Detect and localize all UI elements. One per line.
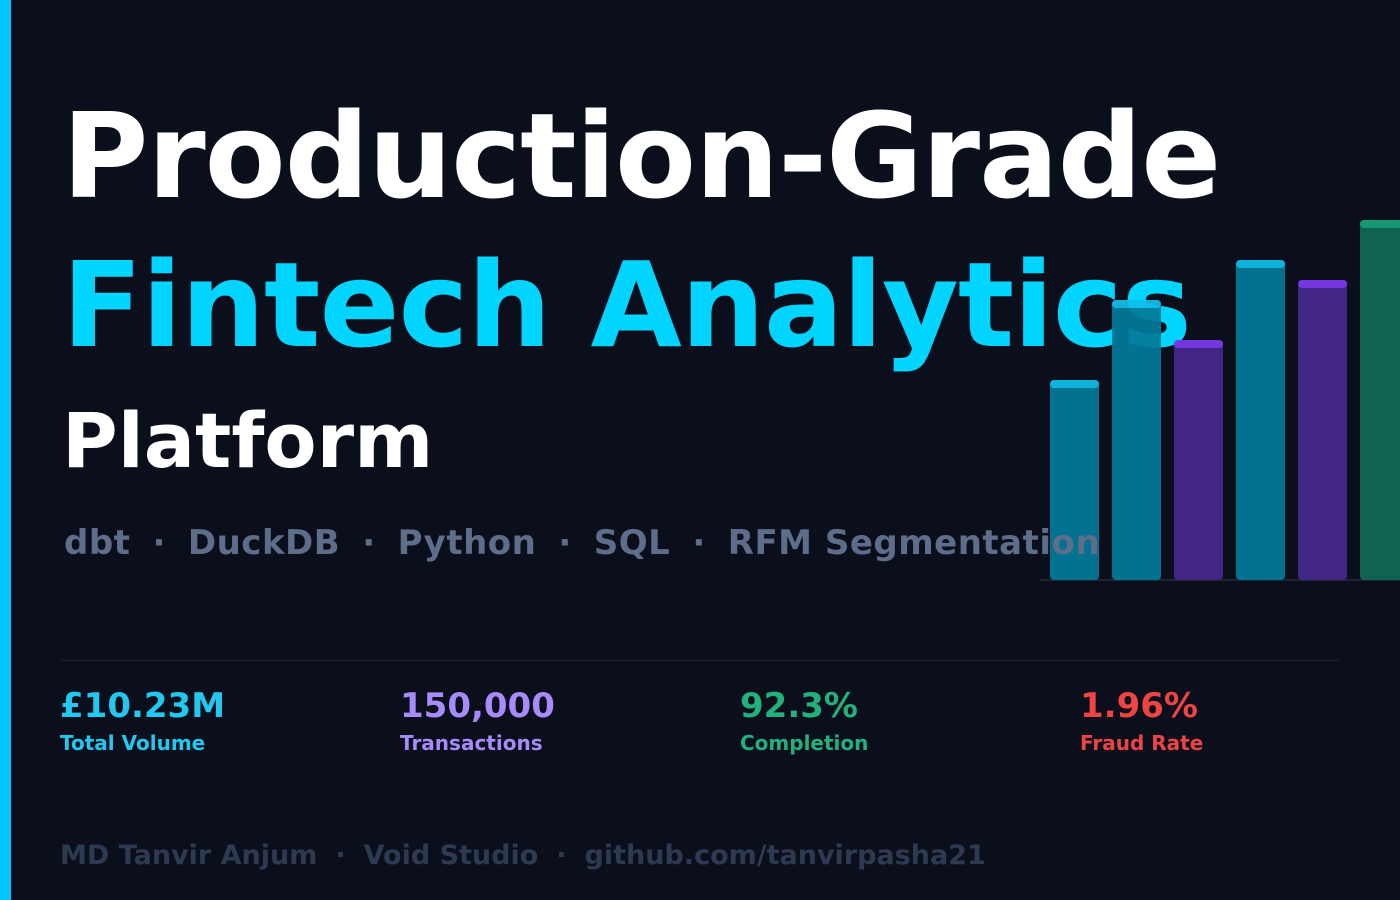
tech-item-python: Python	[397, 523, 537, 563]
footer: MD Tanvir Anjum · Void Studio · github.com/t…	[60, 840, 986, 871]
bar-body	[1050, 380, 1099, 580]
stat-fraud-rate: 1.96% Fraud Rate	[1080, 686, 1204, 756]
footer-studio: Void Studio	[363, 840, 539, 871]
stat-label: Total Volume	[60, 731, 206, 756]
decorative-bar	[1112, 300, 1161, 580]
decorative-bar	[1236, 260, 1285, 580]
bar-body	[1360, 220, 1400, 580]
separator: ·	[362, 523, 376, 563]
title-line-1: Production-Grade	[62, 87, 1221, 225]
decorative-bar-chart	[1040, 220, 1400, 581]
tech-item-sql: SQL	[593, 523, 671, 563]
decorative-bar	[1360, 220, 1400, 580]
bar-body	[1236, 260, 1285, 580]
bar-cap	[1360, 220, 1400, 228]
bar-body	[1112, 300, 1161, 580]
title-line-2: Fintech Analytics	[62, 236, 1192, 374]
tech-item-duckdb: DuckDB	[187, 523, 341, 563]
decorative-bar	[1298, 280, 1347, 580]
stat-label: Transactions	[400, 731, 543, 756]
bar-cap	[1050, 380, 1099, 388]
separator: ·	[692, 523, 706, 563]
stat-value: 1.96%	[1080, 686, 1198, 726]
stat-label: Fraud Rate	[1080, 731, 1204, 756]
separator: ·	[556, 840, 567, 871]
tech-item-rfm: RFM Segmentation	[727, 523, 1101, 563]
accent-bar	[0, 0, 11, 900]
bar-cap	[1112, 300, 1161, 308]
title-line-3: Platform	[62, 396, 434, 485]
stat-value: £10.23M	[60, 686, 226, 726]
tech-stack: dbt · DuckDB · Python · SQL · RFM Segmentation	[64, 523, 1100, 563]
bar-body	[1298, 280, 1347, 580]
stat-value: 92.3%	[740, 686, 858, 726]
bar-body	[1174, 340, 1223, 580]
decorative-bar	[1050, 380, 1099, 580]
bar-cap	[1174, 340, 1223, 348]
decorative-bar	[1174, 340, 1223, 580]
stat-transactions: 150,000 Transactions	[400, 686, 555, 756]
footer-github-link[interactable]: github.com/tanvirpasha21	[584, 840, 986, 871]
footer-author: MD Tanvir Anjum	[60, 840, 318, 871]
separator: ·	[558, 523, 572, 563]
tech-item-dbt: dbt	[64, 523, 131, 563]
stat-completion: 92.3% Completion	[740, 686, 869, 756]
divider	[60, 660, 1340, 661]
stat-value: 150,000	[400, 686, 555, 726]
bar-cap	[1298, 280, 1347, 288]
bar-cap	[1236, 260, 1285, 268]
separator: ·	[335, 840, 346, 871]
stat-label: Completion	[740, 731, 869, 756]
separator: ·	[152, 523, 166, 563]
stat-total-volume: £10.23M Total Volume	[60, 686, 226, 756]
